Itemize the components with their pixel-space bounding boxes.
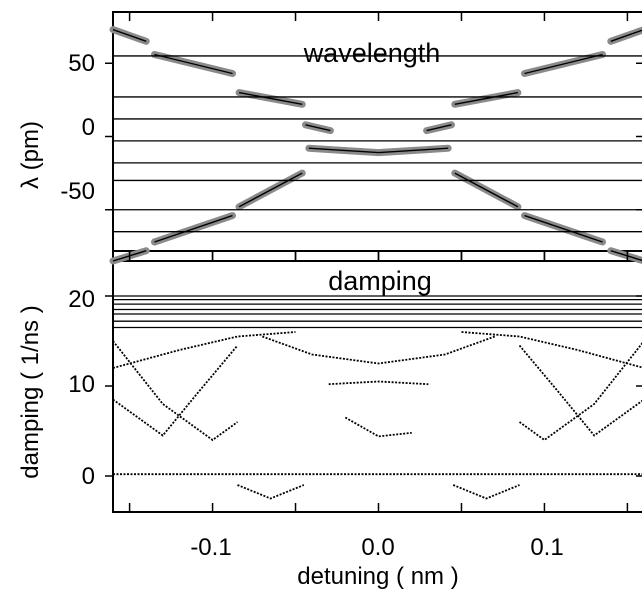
wavelength-branch-line bbox=[610, 29, 642, 42]
wavelength-branch-line bbox=[154, 53, 233, 75]
damping-branch bbox=[112, 331, 296, 369]
wavelength-branch-line bbox=[238, 91, 303, 105]
wavelength-branch-line bbox=[238, 172, 303, 208]
ytick-label: 20 bbox=[68, 286, 95, 313]
wavelength-branch-line bbox=[305, 124, 331, 132]
damping-xtick-labels: -0.1 0.0 0.1 bbox=[190, 534, 563, 561]
damping-branch bbox=[518, 344, 642, 437]
damping-title: damping bbox=[328, 266, 432, 296]
wavelength-branch-line bbox=[308, 147, 449, 154]
wavelength-branch-line bbox=[454, 91, 519, 105]
damping-ylabel: damping ( 1/ns ) bbox=[17, 305, 44, 478]
damping-xlabel: detuning ( nm ) bbox=[297, 563, 458, 589]
wavelength-ytick-labels: 50 0 -50 bbox=[60, 50, 95, 205]
wavelength-branch-line bbox=[524, 53, 603, 75]
damping-branch bbox=[344, 416, 412, 438]
damping-branch bbox=[261, 335, 496, 365]
ytick-label: 50 bbox=[68, 50, 95, 77]
damping-branch bbox=[237, 484, 305, 500]
wavelength-branch-line bbox=[112, 28, 147, 42]
damping-branch bbox=[461, 331, 642, 369]
ytick-label: 0 bbox=[82, 114, 95, 141]
xtick-label: -0.1 bbox=[190, 534, 231, 561]
damping-ytick-labels: 20 10 0 bbox=[68, 286, 95, 490]
damping-branch bbox=[328, 380, 429, 386]
wavelength-branch-line bbox=[454, 172, 519, 208]
damping-branch bbox=[112, 340, 239, 442]
chart-marks bbox=[105, 12, 642, 512]
damping-branch bbox=[452, 484, 520, 500]
damping-branch bbox=[518, 342, 642, 442]
damping-branch bbox=[112, 344, 239, 437]
ytick-label: 0 bbox=[82, 463, 95, 490]
damping-panel: damping damping ( 1/ns ) 20 10 0 -0.1 0.… bbox=[17, 250, 642, 589]
wavelength-branch-line bbox=[426, 124, 452, 132]
xtick-label: 0.0 bbox=[361, 534, 394, 561]
ytick-label: -50 bbox=[60, 178, 95, 205]
wavelength-panel: wavelength λ (pm) 50 0 -50 bbox=[17, 11, 642, 262]
ytick-label: 10 bbox=[68, 371, 95, 398]
wavelength-branch-line bbox=[154, 214, 233, 243]
wavelength-title: wavelength bbox=[303, 38, 441, 68]
wavelength-branch-line bbox=[524, 214, 603, 243]
xtick-label: 0.1 bbox=[530, 534, 563, 561]
wavelength-ylabel: λ (pm) bbox=[17, 121, 44, 189]
